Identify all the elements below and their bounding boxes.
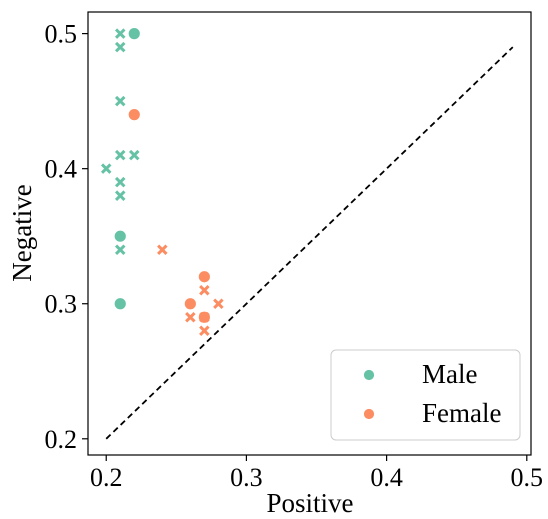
reference-diagonal-line bbox=[105, 46, 514, 440]
male-point-x bbox=[100, 163, 112, 174]
legend-box bbox=[330, 349, 521, 441]
x-tick-label: 0.2 bbox=[90, 463, 123, 492]
legend-marker-female bbox=[363, 408, 375, 420]
female-point-circle bbox=[197, 270, 211, 284]
male-point-circle bbox=[113, 229, 127, 243]
female-point-circle bbox=[183, 297, 197, 311]
male-point-x bbox=[114, 244, 126, 255]
x-tick-label: 0.5 bbox=[511, 463, 544, 492]
male-point-circle bbox=[113, 297, 127, 311]
male-point-x bbox=[114, 149, 126, 161]
y-axis: 0.2 0.3 0.4 0.5 bbox=[45, 20, 88, 454]
male-point-circle bbox=[127, 27, 141, 41]
male-point-x bbox=[114, 176, 126, 188]
female-point-x bbox=[199, 311, 210, 323]
female-point-x bbox=[157, 244, 168, 255]
y-axis-label: Negative bbox=[7, 184, 37, 281]
female-point-x bbox=[199, 325, 210, 337]
female-point-x bbox=[199, 284, 210, 296]
y-tick-label: 0.3 bbox=[45, 290, 78, 319]
x-axis-label: Positive bbox=[266, 488, 353, 518]
male-point-x bbox=[129, 149, 140, 161]
y-tick-label: 0.5 bbox=[45, 20, 78, 49]
female-point-x bbox=[213, 298, 224, 309]
female-point-circle bbox=[127, 108, 141, 122]
female-point-x bbox=[185, 311, 196, 323]
legend-label-male: Male bbox=[422, 359, 477, 389]
male-point-x bbox=[114, 95, 126, 107]
male-point-x bbox=[114, 41, 126, 53]
reference-layer bbox=[105, 46, 514, 440]
legend: Male Female bbox=[330, 349, 521, 441]
x-axis: 0.2 0.3 0.4 0.5 bbox=[90, 455, 543, 492]
y-tick-label: 0.2 bbox=[45, 425, 78, 454]
male-point-x bbox=[114, 28, 126, 39]
legend-label-female: Female bbox=[422, 398, 501, 428]
legend-marker-male bbox=[363, 369, 375, 381]
points-layer bbox=[100, 27, 224, 337]
male-point-x bbox=[114, 190, 126, 201]
x-tick-label: 0.3 bbox=[230, 463, 263, 492]
y-tick-label: 0.4 bbox=[45, 155, 78, 184]
x-tick-label: 0.4 bbox=[370, 463, 403, 492]
plot-frame bbox=[87, 11, 532, 456]
